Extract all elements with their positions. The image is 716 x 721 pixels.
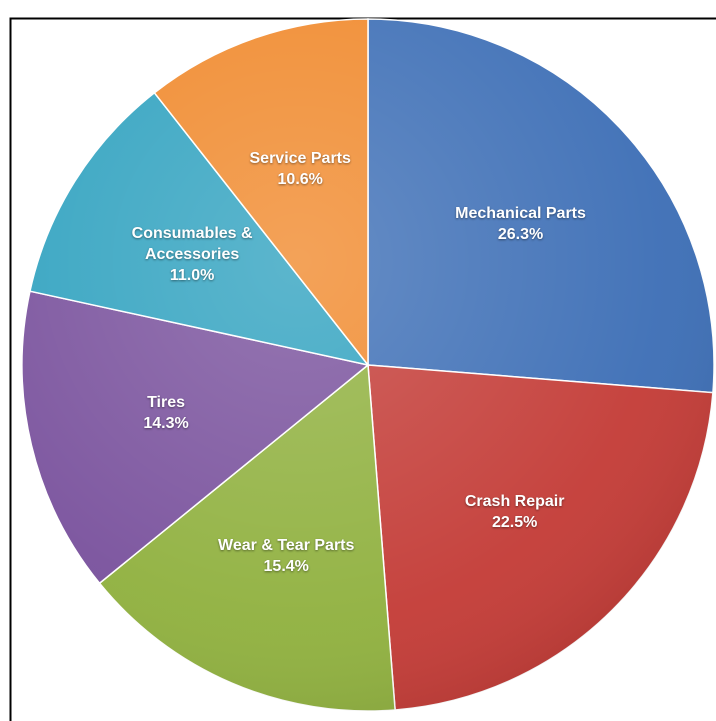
slice-name: Tires [147, 394, 186, 412]
slice-value: 15.4% [263, 557, 309, 575]
slice-label: Tires 14.3% [91, 392, 241, 434]
pie-slice [367, 364, 714, 711]
slice-value: 10.6% [277, 170, 323, 188]
slice-label: Mechanical Parts 26.3% [446, 203, 596, 245]
slice-name: Mechanical Parts [455, 205, 586, 223]
slice-value: 14.3% [143, 415, 189, 433]
slice-label: Wear & Tear Parts 15.4% [211, 535, 361, 577]
slice-label: Service Parts 10.6% [225, 148, 375, 190]
slice-name: Crash Repair [464, 492, 565, 510]
slice-value: 11.0% [169, 267, 215, 285]
slice-name: Service Parts [249, 149, 351, 167]
slice-name: Wear & Tear Parts [218, 536, 355, 554]
slice-label: Consumables & Accessories 11.0% [117, 223, 267, 286]
slice-value: 26.3% [497, 226, 544, 244]
slice-value: 22.5% [491, 513, 538, 531]
slice-name: Consumables & Accessories [131, 225, 253, 264]
slice-label: Crash Repair 22.5% [440, 491, 590, 533]
